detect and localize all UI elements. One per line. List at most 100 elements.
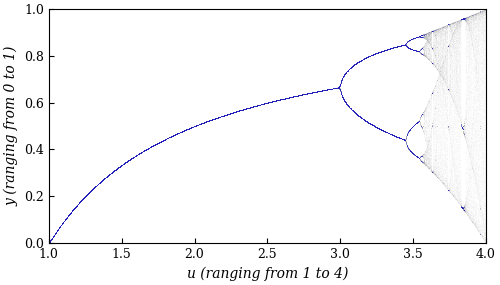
Point bbox=[346, 66, 354, 70]
Point bbox=[162, 137, 170, 141]
Point bbox=[444, 73, 452, 78]
Point bbox=[48, 237, 56, 241]
Point bbox=[236, 108, 244, 113]
Point bbox=[469, 12, 477, 17]
Point bbox=[320, 88, 328, 93]
Point bbox=[293, 93, 301, 98]
Point bbox=[278, 97, 286, 101]
Point bbox=[131, 154, 139, 158]
Point bbox=[396, 136, 404, 140]
Point bbox=[60, 218, 68, 223]
Point bbox=[224, 112, 232, 117]
Point bbox=[126, 157, 134, 162]
Point bbox=[95, 181, 103, 185]
Point bbox=[464, 138, 471, 143]
Point bbox=[296, 93, 304, 97]
Point bbox=[240, 107, 248, 111]
Point bbox=[462, 24, 469, 28]
Point bbox=[271, 99, 279, 103]
Point bbox=[216, 115, 224, 119]
Point bbox=[206, 118, 214, 123]
Point bbox=[458, 205, 466, 210]
Point bbox=[328, 86, 336, 91]
Point bbox=[474, 30, 482, 35]
Point bbox=[222, 112, 230, 117]
Point bbox=[101, 176, 109, 180]
Point bbox=[368, 53, 376, 58]
Point bbox=[170, 133, 177, 137]
Point bbox=[258, 102, 266, 106]
Point bbox=[440, 50, 448, 54]
Point bbox=[340, 99, 348, 103]
Point bbox=[362, 118, 370, 123]
Point bbox=[306, 91, 314, 95]
Point bbox=[271, 99, 279, 103]
Point bbox=[402, 139, 409, 144]
Point bbox=[174, 131, 182, 135]
Point bbox=[416, 157, 424, 161]
Point bbox=[74, 203, 82, 207]
Point bbox=[232, 109, 240, 114]
Point bbox=[62, 215, 70, 220]
Point bbox=[336, 90, 344, 94]
Point bbox=[307, 90, 315, 95]
Point bbox=[312, 89, 320, 94]
Point bbox=[130, 155, 138, 159]
Point bbox=[66, 210, 74, 215]
Point bbox=[285, 95, 293, 100]
Point bbox=[254, 103, 262, 107]
Point bbox=[344, 68, 351, 73]
Point bbox=[349, 109, 357, 113]
Point bbox=[440, 117, 448, 121]
Point bbox=[435, 77, 443, 82]
Point bbox=[302, 91, 310, 96]
Point bbox=[70, 207, 78, 212]
Point bbox=[48, 237, 56, 241]
Point bbox=[152, 141, 160, 146]
Point bbox=[410, 152, 418, 157]
Point bbox=[352, 61, 360, 66]
Point bbox=[108, 170, 116, 174]
Point bbox=[199, 121, 207, 125]
Point bbox=[457, 123, 465, 128]
Point bbox=[306, 91, 314, 95]
Point bbox=[222, 113, 230, 117]
Point bbox=[233, 109, 241, 113]
Point bbox=[269, 99, 277, 103]
Point bbox=[274, 98, 281, 102]
Point bbox=[157, 139, 165, 144]
Point bbox=[326, 87, 334, 91]
Point bbox=[220, 113, 228, 117]
Point bbox=[288, 94, 296, 99]
Point bbox=[238, 107, 246, 112]
Point bbox=[176, 130, 184, 135]
Point bbox=[391, 134, 399, 138]
Point bbox=[336, 81, 344, 86]
Point bbox=[312, 89, 320, 94]
Point bbox=[134, 152, 141, 157]
Point bbox=[279, 97, 287, 101]
Point bbox=[311, 89, 319, 94]
Point bbox=[400, 42, 408, 47]
Point bbox=[157, 139, 165, 143]
Point bbox=[373, 125, 381, 130]
Point bbox=[190, 124, 198, 129]
Point bbox=[242, 106, 250, 111]
Point bbox=[75, 201, 83, 205]
Point bbox=[368, 123, 376, 127]
Point bbox=[322, 87, 330, 92]
Point bbox=[273, 98, 281, 103]
Point bbox=[198, 121, 206, 125]
Point bbox=[432, 58, 440, 62]
Point bbox=[261, 101, 269, 106]
Point bbox=[315, 89, 323, 93]
Point bbox=[253, 103, 261, 108]
Point bbox=[404, 129, 412, 134]
Point bbox=[316, 89, 324, 93]
Point bbox=[288, 95, 296, 99]
Point bbox=[457, 17, 465, 22]
Point bbox=[45, 239, 53, 244]
Point bbox=[183, 127, 191, 131]
Point bbox=[275, 97, 283, 102]
Point bbox=[471, 84, 479, 88]
